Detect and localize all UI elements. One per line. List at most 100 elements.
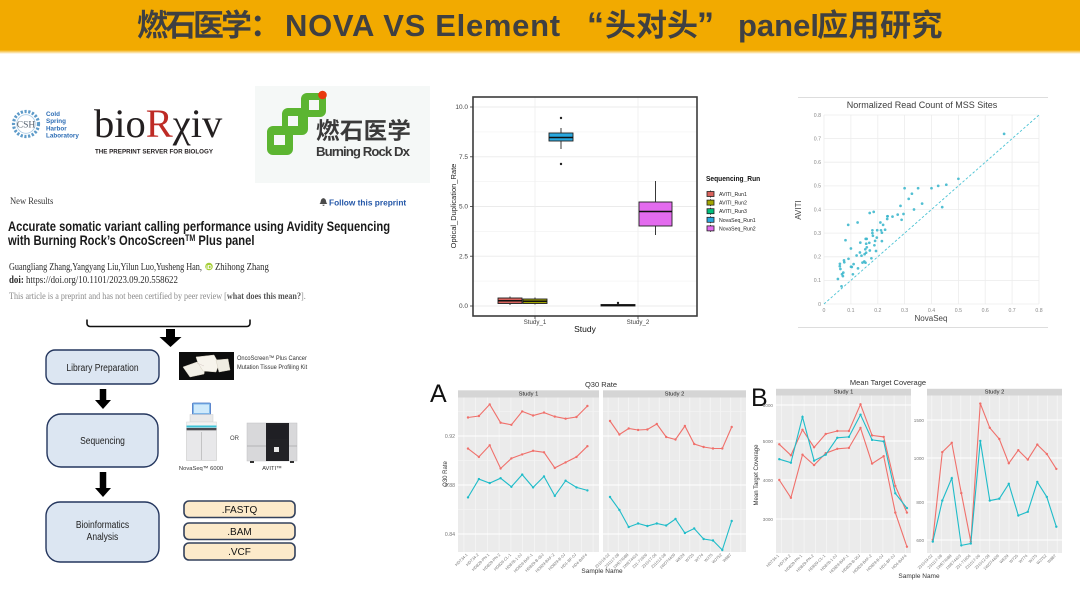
- svg-text:Bioinformatics: Bioinformatics: [76, 519, 130, 530]
- svg-text:Mean Target Coverage: Mean Target Coverage: [850, 378, 926, 387]
- svg-text:W774: W774: [693, 552, 704, 563]
- svg-text:0.7: 0.7: [814, 136, 821, 142]
- svg-text:800: 800: [916, 500, 924, 505]
- svg-text:0.0: 0.0: [459, 303, 468, 310]
- svg-text:Laboratory: Laboratory: [46, 133, 79, 140]
- svg-text:5000: 5000: [763, 439, 774, 444]
- svg-text:0.4: 0.4: [928, 308, 935, 314]
- svg-text:6000: 6000: [763, 403, 774, 408]
- svg-text:.FASTQ: .FASTQ: [222, 505, 258, 516]
- svg-text:.BAM: .BAM: [227, 527, 251, 538]
- svg-text:Burning Rock Dx: Burning Rock Dx: [316, 144, 411, 159]
- svg-text:This article is a preprint and: This article is a preprint and has not b…: [9, 290, 306, 301]
- svg-text:1500: 1500: [914, 418, 925, 423]
- svg-text:Study_1: Study_1: [524, 319, 547, 326]
- svg-text:Normalized Read Count of MSS S: Normalized Read Count of MSS Sites: [847, 100, 998, 110]
- svg-text:0.3: 0.3: [814, 231, 821, 237]
- svg-text:Cold: Cold: [46, 111, 60, 118]
- svg-text:4000: 4000: [763, 478, 774, 483]
- svg-text:OncoScreen™ Plus Cancer: OncoScreen™ Plus Cancer: [237, 355, 307, 362]
- svg-text:AVITI_Run2: AVITI_Run2: [719, 201, 747, 207]
- svg-text:0.2: 0.2: [874, 308, 881, 314]
- svg-text:AVITI™: AVITI™: [262, 466, 282, 472]
- svg-text:“: “: [587, 6, 604, 44]
- svg-text:Study 1: Study 1: [519, 391, 539, 397]
- svg-text:NovaSeq_Run1: NovaSeq_Run1: [719, 218, 756, 224]
- svg-text:NovaSeq: NovaSeq: [915, 314, 948, 323]
- svg-text:W725: W725: [684, 552, 695, 563]
- svg-text:New Results: New Results: [10, 196, 54, 207]
- svg-text:0.92: 0.92: [445, 434, 455, 440]
- svg-text:Study 2: Study 2: [985, 389, 1005, 395]
- svg-text:B: B: [751, 384, 768, 412]
- svg-text:panel: panel: [738, 8, 819, 43]
- svg-text:0.4: 0.4: [814, 207, 821, 213]
- svg-text:NovaSeq_Run2: NovaSeq_Run2: [719, 226, 756, 232]
- svg-text:0: 0: [818, 302, 821, 308]
- svg-text:Mean Target Coverage: Mean Target Coverage: [754, 444, 760, 506]
- svg-text:Analysis: Analysis: [87, 531, 119, 542]
- svg-text:Sample Name: Sample Name: [898, 573, 940, 580]
- svg-text:W887: W887: [1046, 553, 1057, 564]
- svg-text:5.0: 5.0: [459, 204, 468, 211]
- svg-text:1000: 1000: [914, 456, 925, 461]
- svg-text:Sequencing_Run: Sequencing_Run: [706, 176, 760, 183]
- svg-text:2.5: 2.5: [459, 253, 468, 260]
- svg-text:0.5: 0.5: [955, 308, 962, 314]
- svg-text:NovaSeq™ 6000: NovaSeq™ 6000: [179, 466, 223, 472]
- svg-text:Accurate somatic variant calli: Accurate somatic variant calling perform…: [8, 218, 390, 235]
- svg-text:3000: 3000: [763, 517, 774, 522]
- svg-text:WJ752: WJ752: [1035, 553, 1048, 566]
- svg-text:Study: Study: [574, 324, 596, 334]
- svg-text:NOVA VS Element: NOVA VS Element: [285, 8, 561, 43]
- svg-text:THE PREPRINT SERVER FOR BIOLOG: THE PREPRINT SERVER FOR BIOLOGY: [95, 149, 213, 156]
- svg-text:Spring: Spring: [46, 118, 66, 125]
- svg-text:Follow this preprint: Follow this preprint: [329, 197, 406, 207]
- svg-text:0.1: 0.1: [814, 278, 821, 284]
- svg-text:OR: OR: [230, 436, 240, 442]
- svg-text:Mutation Tissue Profiling Kit: Mutation Tissue Profiling Kit: [237, 365, 307, 371]
- svg-text:iD: iD: [206, 265, 212, 271]
- svg-text:Guangliang Zhang,Yangyang Liu,: Guangliang Zhang,Yangyang Liu,Yilun Luo,…: [9, 262, 202, 273]
- svg-text:7.5: 7.5: [459, 154, 468, 161]
- svg-text:0.5: 0.5: [814, 184, 821, 190]
- svg-text:WJ75: WJ75: [1027, 553, 1038, 564]
- svg-text:W887: W887: [721, 552, 732, 563]
- svg-text:Study 2: Study 2: [665, 391, 685, 397]
- svg-text:Library Preparation: Library Preparation: [66, 362, 138, 373]
- svg-text:doi: https://doi.org/10.1101/2: doi: https://doi.org/10.1101/2023.09.20.…: [9, 274, 178, 286]
- svg-text:0: 0: [823, 308, 826, 314]
- svg-text:WE29: WE29: [674, 552, 686, 564]
- svg-text:600: 600: [916, 538, 924, 543]
- svg-text:AVITI: AVITI: [794, 200, 803, 219]
- svg-text:W725: W725: [1008, 553, 1019, 564]
- svg-text:Harbor: Harbor: [46, 125, 67, 132]
- svg-text:bioRχiv: bioRχiv: [94, 101, 223, 146]
- svg-text:0.1: 0.1: [847, 308, 854, 314]
- svg-text:Zhihong Zhang: Zhihong Zhang: [215, 261, 269, 273]
- svg-text:WJ75: WJ75: [703, 552, 714, 563]
- svg-text:0.8: 0.8: [814, 113, 821, 119]
- svg-text:A: A: [430, 380, 447, 408]
- svg-text:Study 1: Study 1: [834, 389, 854, 395]
- svg-text:0.8: 0.8: [1035, 308, 1042, 314]
- svg-text:10.0: 10.0: [455, 104, 468, 111]
- svg-text:0.84: 0.84: [445, 532, 455, 538]
- svg-text:0.88: 0.88: [445, 483, 455, 489]
- svg-text:Sequencing: Sequencing: [80, 435, 125, 446]
- svg-text:Q30 Rate: Q30 Rate: [585, 380, 617, 389]
- svg-text:0.6: 0.6: [982, 308, 989, 314]
- svg-text:AVITI_Run1: AVITI_Run1: [719, 192, 747, 198]
- svg-text:Q30 Rate: Q30 Rate: [443, 460, 449, 486]
- svg-text:CSH: CSH: [17, 121, 36, 131]
- svg-text:with Burning Rock’s OncoScreen: with Burning Rock’s OncoScreenTM Plus pa…: [7, 232, 254, 249]
- svg-text:W774: W774: [1018, 553, 1029, 564]
- svg-text:WE29: WE29: [998, 553, 1010, 565]
- svg-text:Study_2: Study_2: [627, 319, 650, 326]
- svg-text:.VCF: .VCF: [228, 547, 251, 558]
- svg-text:0.2: 0.2: [814, 255, 821, 261]
- svg-text:”: ”: [697, 6, 714, 44]
- svg-text:Sample Name: Sample Name: [581, 568, 623, 575]
- svg-text:AVITI_Run3: AVITI_Run3: [719, 209, 747, 215]
- svg-text:0.6: 0.6: [814, 160, 821, 166]
